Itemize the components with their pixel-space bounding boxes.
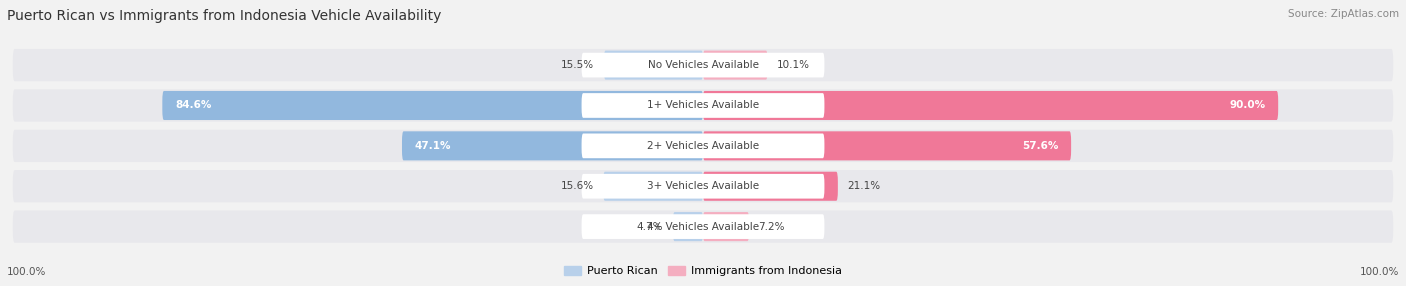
Text: 4.7%: 4.7% <box>637 222 664 232</box>
FancyBboxPatch shape <box>13 210 1393 243</box>
Text: No Vehicles Available: No Vehicles Available <box>648 60 758 70</box>
Text: 21.1%: 21.1% <box>848 181 880 191</box>
Text: 10.1%: 10.1% <box>778 60 810 70</box>
FancyBboxPatch shape <box>13 130 1393 162</box>
Text: 4+ Vehicles Available: 4+ Vehicles Available <box>647 222 759 232</box>
FancyBboxPatch shape <box>703 212 749 241</box>
FancyBboxPatch shape <box>703 51 768 80</box>
FancyBboxPatch shape <box>162 91 703 120</box>
Text: 100.0%: 100.0% <box>7 267 46 277</box>
Text: 15.6%: 15.6% <box>561 181 593 191</box>
FancyBboxPatch shape <box>582 214 824 239</box>
FancyBboxPatch shape <box>582 53 824 78</box>
Text: 1+ Vehicles Available: 1+ Vehicles Available <box>647 100 759 110</box>
Text: 15.5%: 15.5% <box>561 60 595 70</box>
Text: 2+ Vehicles Available: 2+ Vehicles Available <box>647 141 759 151</box>
FancyBboxPatch shape <box>603 172 703 201</box>
FancyBboxPatch shape <box>673 212 703 241</box>
FancyBboxPatch shape <box>605 51 703 80</box>
FancyBboxPatch shape <box>13 170 1393 202</box>
FancyBboxPatch shape <box>13 89 1393 122</box>
Text: 84.6%: 84.6% <box>176 100 211 110</box>
FancyBboxPatch shape <box>402 131 703 160</box>
Text: 57.6%: 57.6% <box>1022 141 1059 151</box>
FancyBboxPatch shape <box>582 93 824 118</box>
Text: 100.0%: 100.0% <box>1360 267 1399 277</box>
FancyBboxPatch shape <box>582 174 824 198</box>
FancyBboxPatch shape <box>582 134 824 158</box>
Text: 47.1%: 47.1% <box>415 141 451 151</box>
Text: 7.2%: 7.2% <box>759 222 785 232</box>
FancyBboxPatch shape <box>703 91 1278 120</box>
FancyBboxPatch shape <box>703 131 1071 160</box>
FancyBboxPatch shape <box>703 172 838 201</box>
Text: Puerto Rican vs Immigrants from Indonesia Vehicle Availability: Puerto Rican vs Immigrants from Indonesi… <box>7 9 441 23</box>
Legend: Puerto Rican, Immigrants from Indonesia: Puerto Rican, Immigrants from Indonesia <box>560 261 846 281</box>
Text: 90.0%: 90.0% <box>1229 100 1265 110</box>
FancyBboxPatch shape <box>13 49 1393 81</box>
Text: 3+ Vehicles Available: 3+ Vehicles Available <box>647 181 759 191</box>
Text: Source: ZipAtlas.com: Source: ZipAtlas.com <box>1288 9 1399 19</box>
